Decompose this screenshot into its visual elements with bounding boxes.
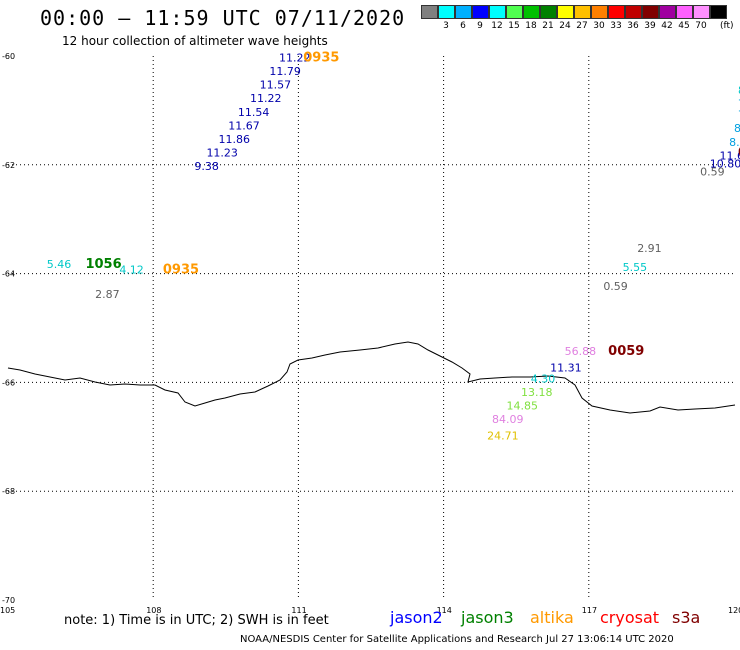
wave-height-label: 0.59	[603, 280, 628, 293]
wave-height-label: 0	[738, 146, 740, 161]
legend-entry-altika: altika	[530, 608, 574, 627]
scale-swatch	[489, 5, 506, 19]
wave-height-label: 0935	[303, 50, 339, 65]
page-title: 00:00 – 11:59 UTC 07/11/2020	[40, 6, 406, 30]
scale-swatch	[557, 5, 574, 19]
scale-swatch	[642, 5, 659, 19]
wave-height-label: 11.79	[269, 65, 301, 78]
scale-swatch	[693, 5, 710, 19]
legend-entry-s3a: s3a	[672, 608, 701, 627]
wave-height-label: 8.12	[729, 136, 740, 149]
scale-tick-label: 24	[559, 21, 571, 31]
wave-height-label: 11.22	[279, 51, 311, 64]
scale-swatch	[574, 5, 591, 19]
legend-entry-cryosat: cryosat	[600, 608, 660, 627]
wave-height-label: 11.67	[228, 119, 260, 132]
scale-swatch	[523, 5, 540, 19]
scale-tick-label: 30	[593, 21, 605, 31]
wave-height-label: 2.91	[637, 242, 662, 255]
wave-height-label: 11.86	[219, 133, 251, 146]
wave-height-label: 1056	[85, 257, 121, 272]
wave-height-label: 11.57	[260, 79, 292, 92]
wave-height-label: 7	[738, 98, 740, 111]
scale-swatch	[421, 5, 438, 19]
scale-swatch	[710, 5, 727, 19]
credit-line: NOAA/NESDIS Center for Satellite Applica…	[240, 634, 674, 645]
scale-swatch	[676, 5, 693, 19]
wave-height-label: 0059	[608, 344, 644, 359]
scale-tick-label: 70	[695, 21, 707, 31]
scale-tick-label: 33	[610, 21, 622, 31]
scale-tick-label: 6	[460, 21, 466, 31]
wave-height-label: 13.18	[521, 386, 553, 399]
scale-swatch	[455, 5, 472, 19]
wave-height-label: 11.54	[238, 106, 270, 119]
wave-height-label: 8.83	[734, 122, 740, 135]
scale-tick-label: 36	[627, 21, 639, 31]
wave-height-label: 4.12	[119, 264, 144, 277]
scale-tick-label: 45	[678, 21, 690, 31]
lon-axis-label: 111	[291, 606, 306, 615]
scale-swatch	[438, 5, 455, 19]
lat-axis-label: -66	[2, 378, 15, 387]
wave-height-label: 14.85	[507, 400, 539, 413]
lon-axis-label: 120	[728, 606, 740, 615]
map-grid	[8, 56, 734, 600]
lat-axis-label: -62	[2, 161, 15, 170]
scale-tick-label: 27	[576, 21, 588, 31]
lon-axis-label: 117	[582, 606, 597, 615]
wave-height-label: 24.71	[487, 430, 519, 443]
wave-height-label: 0935	[163, 263, 199, 278]
scale-tick-label: 9	[477, 21, 483, 31]
wave-height-label: 11.61	[719, 149, 740, 162]
scale-unit: (ft)	[720, 21, 734, 31]
scale-tick-label: 12	[491, 21, 503, 31]
scale-tick-label: 15	[508, 21, 520, 31]
wave-height-label: 0.59	[700, 166, 725, 179]
wave-height-label: 5.55	[623, 261, 648, 274]
wave-height-label: 7.57	[738, 109, 740, 122]
lat-axis-label: -68	[2, 487, 15, 496]
legend-entry-jason3: jason3	[461, 608, 514, 627]
coastline	[7, 341, 736, 414]
lat-axis-label: -70	[2, 596, 15, 605]
lon-axis-label: 114	[437, 606, 452, 615]
observation-labels: 11.22093511.7911.5711.2211.5411.6711.861…	[47, 50, 740, 442]
scale-tick-label: 39	[644, 21, 656, 31]
wave-height-label: 11.22	[250, 92, 282, 105]
scale-swatch	[608, 5, 625, 19]
scale-swatch	[659, 5, 676, 19]
lat-axis-label: -64	[2, 270, 15, 279]
lon-axis-label: 108	[146, 606, 161, 615]
wave-height-label: 84.09	[492, 413, 524, 426]
scale-swatch	[625, 5, 642, 19]
scale-tick-label: 42	[661, 21, 673, 31]
wave-height-label: 11.23	[206, 147, 238, 160]
wave-height-label: 9.38	[194, 160, 219, 173]
scale-tick-label: 21	[542, 21, 554, 31]
wave-height-label: 10.80	[710, 158, 740, 171]
scale-swatch	[506, 5, 523, 19]
scale-swatch	[591, 5, 608, 19]
wave-height-label: 5.46	[47, 258, 72, 271]
page-subtitle: 12 hour collection of altimeter wave hei…	[62, 34, 328, 48]
scale-swatch	[472, 5, 489, 19]
footnote: note: 1) Time is in UTC; 2) SWH is in fe…	[64, 613, 329, 628]
scale-tick-label: 3	[443, 21, 449, 31]
wave-height-label: 11.31	[550, 362, 582, 375]
wave-height-label: 2.87	[95, 288, 120, 301]
wave-height-label: 8	[738, 84, 740, 97]
scale-swatch	[540, 5, 557, 19]
scale-tick-label: 18	[525, 21, 537, 31]
lat-axis-label: -60	[2, 52, 15, 61]
wave-height-label: 56.88	[565, 345, 597, 358]
wave-height-label: 4.30	[531, 372, 556, 385]
lon-axis-label: 105	[0, 606, 15, 615]
legend-entry-jason2: jason2	[390, 608, 443, 627]
